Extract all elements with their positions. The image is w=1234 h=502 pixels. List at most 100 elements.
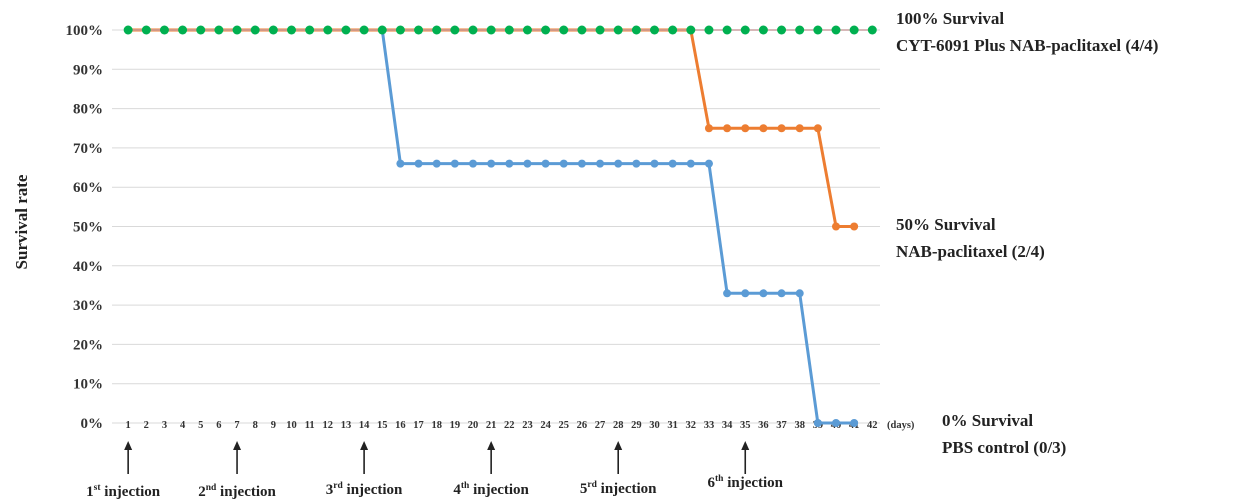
injection-label: 5rd injection <box>580 480 657 497</box>
data-point <box>704 159 713 168</box>
y-tick-label: 60% <box>73 180 103 196</box>
data-point <box>395 25 405 35</box>
y-tick-label: 90% <box>73 62 103 78</box>
x-tick-label: 31 <box>667 420 678 431</box>
x-tick-label: 26 <box>577 420 588 431</box>
data-point <box>831 25 841 35</box>
gridlines <box>112 29 880 424</box>
data-point <box>740 25 750 35</box>
arrow-head <box>233 441 242 450</box>
data-point <box>559 25 569 35</box>
data-point <box>741 289 750 298</box>
x-tick-label: 19 <box>450 420 461 431</box>
injection-label: 2nd injection <box>198 483 276 500</box>
x-tick-label: 4 <box>180 420 186 431</box>
annotation-line: CYT-6091 Plus NAB-paclitaxel (4/4) <box>896 36 1158 55</box>
data-point <box>486 25 496 35</box>
x-tick-label: 10 <box>286 420 297 431</box>
x-tick-label: 7 <box>234 420 239 431</box>
x-tick-label: 13 <box>341 420 352 431</box>
x-tick-label: 3 <box>162 420 167 431</box>
y-tick-label: 30% <box>73 298 103 314</box>
data-point <box>359 25 369 35</box>
data-point <box>849 25 859 35</box>
data-point <box>414 25 424 35</box>
x-tick-label: 27 <box>595 420 606 431</box>
injection-1: 1st injection <box>86 441 161 500</box>
series-2 <box>124 26 859 231</box>
data-point <box>813 25 823 35</box>
x-tick-label: 22 <box>504 420 515 431</box>
data-point <box>614 159 623 168</box>
data-point <box>777 289 786 298</box>
x-tick-label: 15 <box>377 420 388 431</box>
data-point <box>832 419 840 427</box>
data-point <box>741 124 750 133</box>
x-axis-ticks: 1 2 3 4 5 6 7 8 9 10 11 12 13 14 15 16 17 18 19 20 21 22 23 24 2… <box>126 420 878 431</box>
data-point <box>505 159 514 168</box>
data-point <box>159 25 169 35</box>
data-point <box>668 159 677 168</box>
x-tick-label: 20 <box>468 420 479 431</box>
data-point <box>487 159 496 168</box>
y-tick-label: 100% <box>66 23 104 39</box>
data-point <box>850 222 859 231</box>
data-point <box>722 25 732 35</box>
x-tick-label: 2 <box>144 420 149 431</box>
data-point <box>468 25 478 35</box>
data-point <box>341 25 351 35</box>
arrow-head <box>614 441 623 450</box>
data-point <box>650 25 659 35</box>
x-tick-label: 6 <box>216 420 221 431</box>
data-point <box>595 25 605 35</box>
data-point <box>850 419 859 427</box>
x-tick-label: 30 <box>649 420 660 431</box>
data-point <box>813 419 822 427</box>
y-tick-label: 40% <box>73 259 103 275</box>
data-point <box>377 25 387 35</box>
x-tick-label: 35 <box>740 420 751 431</box>
data-point <box>196 25 206 35</box>
x-tick-label: 42 <box>867 420 878 431</box>
data-point <box>650 159 659 168</box>
y-tick-label: 10% <box>73 377 103 393</box>
arrow-head <box>360 441 369 450</box>
x-tick-label: 9 <box>271 420 276 431</box>
data-point <box>577 25 587 35</box>
data-point <box>795 124 804 133</box>
data-point <box>813 124 822 133</box>
data-point <box>795 289 804 298</box>
x-axis-unit-label: (days) <box>887 420 915 431</box>
data-point <box>268 25 278 35</box>
x-tick-label: 16 <box>395 420 406 431</box>
x-tick-label: 18 <box>431 420 442 431</box>
x-tick-label: 33 <box>704 420 715 431</box>
data-point <box>758 25 768 35</box>
data-point <box>577 159 586 168</box>
data-point <box>323 25 333 35</box>
data-point <box>214 25 224 35</box>
data-point <box>867 25 877 35</box>
x-tick-label: 1 <box>126 420 131 431</box>
y-axis-ticks: 0% 10% 20% 30% 40% 50% 60% 70% 80% 90% 100% <box>66 23 104 432</box>
injection-label: 4th injection <box>453 481 529 498</box>
data-point <box>504 25 514 35</box>
data-point <box>777 25 787 35</box>
x-tick-label: 11 <box>305 420 315 431</box>
injection-label: 6th injection <box>707 474 783 491</box>
data-point <box>759 124 768 133</box>
arrow-head <box>124 441 133 450</box>
x-tick-label: 12 <box>323 420 334 431</box>
data-point <box>777 124 786 133</box>
x-tick-label: 8 <box>253 420 258 431</box>
data-point <box>178 25 188 35</box>
y-tick-label: 50% <box>73 220 103 236</box>
x-tick-label: 38 <box>794 420 805 431</box>
x-tick-label: 25 <box>559 420 570 431</box>
arrow-head <box>741 441 750 450</box>
data-point <box>832 222 840 231</box>
data-point <box>559 159 568 168</box>
injection-7: 2nd injection <box>198 441 277 500</box>
data-point <box>541 159 550 168</box>
data-point <box>704 124 713 133</box>
